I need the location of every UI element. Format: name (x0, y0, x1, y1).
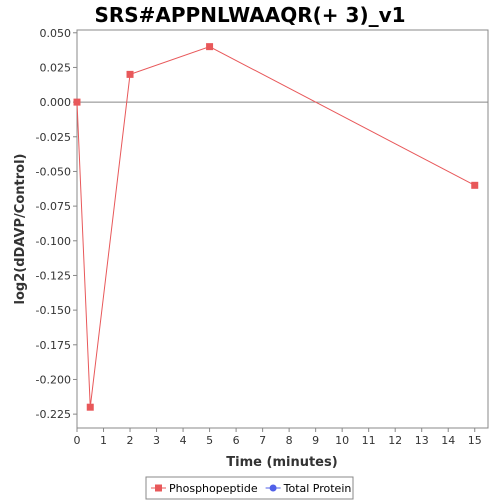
legend-marker-total-protein (269, 484, 277, 492)
x-axis: 0 1 2 3 4 5 6 7 8 9 10 11 12 13 14 15 (74, 428, 482, 447)
legend: Phosphopeptide Total Protein (151, 482, 351, 495)
data-point (73, 98, 81, 106)
y-tick-label: -0.025 (36, 131, 71, 144)
x-tick-label: 14 (441, 434, 455, 447)
x-tick-label: 3 (153, 434, 160, 447)
x-tick-label: 7 (259, 434, 266, 447)
chart-title: SRS#APPNLWAAQR(+ 3)_v1 (94, 3, 405, 27)
x-tick-label: 6 (233, 434, 240, 447)
y-tick-label: -0.050 (36, 165, 71, 178)
y-tick-label: -0.150 (36, 304, 71, 317)
y-tick-label: -0.225 (36, 408, 71, 421)
y-tick-label: -0.175 (36, 339, 71, 352)
x-tick-label: 13 (415, 434, 429, 447)
y-tick-label: -0.125 (36, 269, 71, 282)
series-layer (73, 43, 479, 411)
x-tick-label: 11 (362, 434, 376, 447)
x-tick-label: 5 (206, 434, 213, 447)
x-axis-label: Time (minutes) (226, 455, 337, 470)
data-point (471, 181, 479, 189)
legend-box (145, 476, 354, 500)
data-point (206, 43, 214, 51)
x-tick-label: 8 (286, 434, 293, 447)
x-tick-label: 1 (100, 434, 107, 447)
x-tick-label: 12 (388, 434, 402, 447)
y-tick-label: 0.025 (40, 61, 72, 74)
legend-label-total-protein: Total Protein (283, 482, 352, 495)
y-axis: 0.050 0.025 0.000 -0.025 -0.050 -0.075 -0.100 -… (36, 27, 77, 421)
data-point (86, 403, 94, 411)
x-tick-label: 2 (127, 434, 134, 447)
x-tick-label: 15 (468, 434, 482, 447)
legend-marker-phosphopeptide (155, 484, 162, 492)
data-point (126, 70, 134, 78)
legend-label-phosphopeptide: Phosphopeptide (169, 482, 258, 495)
x-tick-label: 10 (335, 434, 349, 447)
x-tick-label: 4 (180, 434, 187, 447)
y-tick-label: 0.000 (40, 96, 72, 109)
y-tick-label: -0.075 (36, 200, 71, 213)
x-tick-label: 9 (312, 434, 319, 447)
y-tick-label: -0.200 (36, 373, 71, 386)
y-axis-label: log2(dDAVP/Control) (13, 154, 28, 305)
x-tick-label: 0 (74, 434, 81, 447)
y-tick-label: 0.050 (40, 27, 72, 40)
y-tick-label: -0.100 (36, 235, 71, 248)
plot-area (76, 29, 489, 429)
